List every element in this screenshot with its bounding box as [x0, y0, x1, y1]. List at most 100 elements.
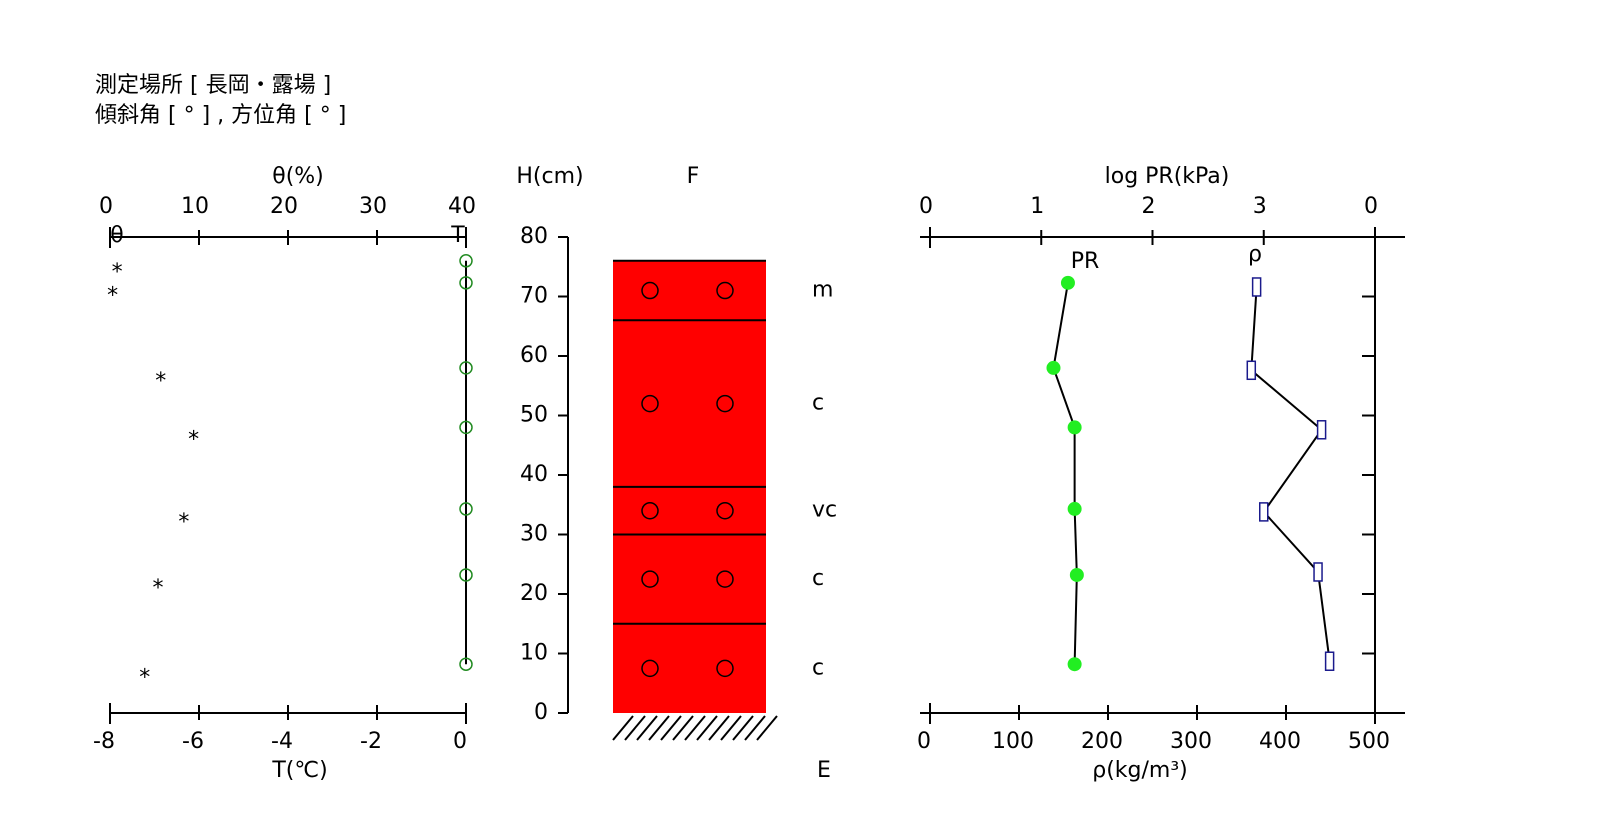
bottom-tick-label: -6: [182, 729, 204, 754]
grain-size: m: [812, 278, 833, 303]
point: [459, 276, 473, 290]
point: [1067, 420, 1082, 435]
y-tick-label: 80: [520, 224, 548, 249]
top-tick-label: 0: [99, 194, 113, 219]
top-tick-label: 40: [448, 194, 476, 219]
bottom-tick-label: 200: [1081, 729, 1123, 754]
ground-hatch: [684, 715, 706, 741]
point: [1316, 420, 1327, 440]
ground-hatch: [636, 715, 658, 741]
ground-hatch: [672, 715, 694, 741]
bottom-tick-label: 100: [992, 729, 1034, 754]
ground-hatch: [744, 715, 766, 741]
layer: [613, 486, 766, 535]
point: [1060, 275, 1075, 290]
y-tick-label: 40: [520, 462, 548, 487]
bottom-tick-label: 300: [1170, 729, 1212, 754]
bottom-tick-label: 400: [1259, 729, 1301, 754]
top-tick-label: 0: [919, 194, 933, 219]
point: [1313, 562, 1323, 582]
grain-shape: [716, 570, 734, 588]
y-tick-label: 10: [520, 641, 548, 666]
grain-size: c: [812, 655, 824, 680]
top-axis-label: log PR(kPa): [1105, 164, 1230, 189]
ground-hatch: [624, 715, 646, 741]
bottom-tick-label: -2: [360, 729, 382, 754]
y-tick-label: 60: [520, 343, 548, 368]
series-line: [1250, 286, 1331, 662]
grain-size: vc: [812, 498, 837, 523]
point: [1251, 277, 1262, 297]
theta-marker: *: [107, 284, 118, 309]
theta-marker: *: [188, 428, 199, 453]
layer: [613, 260, 766, 321]
theta-marker: *: [155, 369, 166, 394]
grain-shape: [641, 394, 659, 413]
angles: 傾斜角 [ ° ] , 方位角 [ ° ]: [95, 103, 346, 128]
point: [459, 502, 473, 516]
grain-shape: [716, 659, 734, 678]
bottom-tick-label: 500: [1348, 729, 1390, 754]
column-title: F: [687, 164, 700, 189]
point: [1067, 501, 1082, 516]
grain-size: c: [812, 566, 824, 591]
point: [1259, 502, 1269, 522]
top-tick-label: 1: [1030, 194, 1044, 219]
ground-hatch: [660, 715, 682, 741]
ground-hatch: [720, 715, 742, 741]
y-tick-label: 70: [520, 284, 548, 309]
bottom-tick-label: 0: [917, 729, 931, 754]
series-name: T: [450, 223, 465, 248]
grain-shape: [641, 659, 659, 678]
top-tick-label: 10: [181, 194, 209, 219]
grain-size: c: [812, 391, 824, 416]
y-tick-label: 0: [534, 700, 548, 725]
grain-shape: [641, 281, 659, 300]
bottom-tick-label: -4: [271, 729, 293, 754]
y-tick-label: 20: [520, 581, 548, 606]
series-name: ρ: [1248, 242, 1262, 267]
layer: [613, 534, 766, 624]
point: [1046, 360, 1061, 375]
point: [1324, 651, 1335, 671]
grain-shape: [716, 281, 734, 300]
y-axis-label: H(cm): [516, 164, 583, 189]
point: [459, 254, 473, 268]
grain-shape: [716, 501, 734, 520]
bottom-tick-label: -8: [93, 729, 115, 754]
top-axis-label: θ(%): [272, 164, 324, 189]
ground-hatch: [612, 715, 634, 741]
bottom-tick-label: 0: [453, 729, 467, 754]
ground-hatch: [696, 715, 718, 741]
theta-marker: *: [112, 260, 123, 285]
point: [459, 568, 473, 582]
ground-hatch: [708, 715, 730, 741]
ground-hatch: [756, 715, 778, 741]
bottom-axis-label: ρ(kg/m³): [1092, 758, 1188, 783]
top-tick-label: 30: [359, 194, 387, 219]
series-name: θ: [110, 223, 123, 248]
series-name: PR: [1071, 249, 1100, 274]
point: [459, 420, 473, 435]
point: [1067, 657, 1082, 672]
top-tick-label: 2: [1142, 194, 1156, 219]
bottom-axis-label: T(℃): [271, 758, 327, 783]
ground-hatch: [732, 715, 754, 741]
point: [1246, 360, 1257, 381]
column-footer: E: [817, 758, 831, 783]
grain-shape: [641, 570, 659, 588]
point: [459, 657, 473, 671]
point: [1069, 567, 1084, 582]
top-tick-label: 0: [1364, 194, 1378, 219]
location: 測定場所 [ 長岡・露場 ]: [95, 73, 331, 98]
grain-shape: [716, 394, 734, 413]
grain-shape: [641, 501, 659, 520]
top-tick-label: 3: [1253, 194, 1267, 219]
series-line: [1052, 282, 1078, 665]
layer: [613, 320, 766, 487]
theta-marker: *: [178, 510, 189, 535]
ground-hatch: [648, 715, 670, 741]
top-tick-label: 20: [270, 194, 298, 219]
theta-marker: *: [139, 666, 150, 691]
